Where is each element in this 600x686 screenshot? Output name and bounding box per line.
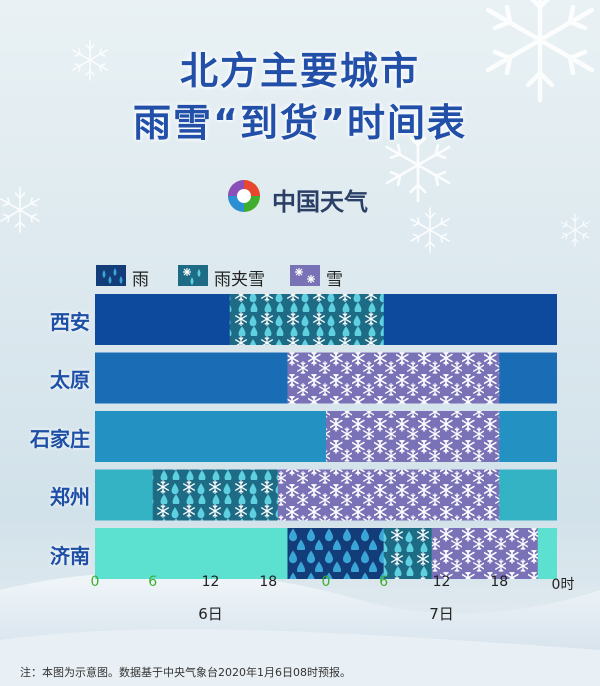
legend-label-sleet: 雨夹雪 [214, 270, 265, 290]
weather-logo: 中国天气 [222, 176, 382, 216]
segment-snow [431, 528, 538, 579]
sleet-swatch-icon [178, 265, 208, 286]
timeline-row [95, 411, 557, 462]
segment-snow [287, 352, 500, 404]
city-label: 西安 [50, 309, 90, 334]
segment-snow [277, 469, 500, 521]
date-label: 6日 [198, 605, 223, 623]
city-label: 郑州 [50, 485, 90, 509]
timeline-row [95, 352, 557, 404]
snow-ground-decoration [0, 571, 600, 686]
city-label: 太原 [50, 368, 90, 392]
timeline-row [95, 528, 557, 579]
timeline-row [95, 469, 557, 521]
snow-swatch-icon [290, 265, 320, 286]
city-label: 济南 [50, 543, 90, 568]
segment-snow [326, 411, 500, 462]
timeline-rows [95, 294, 557, 579]
x-tick-label: 0 [90, 574, 100, 590]
x-tick-label: 18 [490, 574, 509, 590]
legend-label-snow: 雪 [326, 270, 343, 290]
rain-swatch-icon [96, 265, 126, 286]
city-label: 石家庄 [30, 426, 90, 451]
date-label: 7日 [429, 605, 454, 623]
x-tick-label: 0 [321, 574, 331, 590]
x-tick-label: 18 [259, 574, 278, 590]
segment-sleet [229, 294, 384, 345]
chart-title-line-2: 雨雪“到货”时间表 [133, 101, 467, 145]
segment-sleet [152, 469, 278, 521]
timeline-row [95, 294, 557, 345]
x-tick-label: 12 [432, 574, 451, 590]
weather-logo-text: 中国天气 [272, 188, 368, 216]
footer-note: 注：本图为示意图。数据基于中央气象台2020年1月6日08时预报。 [20, 666, 351, 679]
x-tick-label: 0时 [551, 577, 575, 593]
x-tick-label: 6 [148, 574, 158, 590]
segment-sleet [383, 528, 432, 579]
x-tick-label: 6 [379, 574, 389, 590]
segment-rain [287, 528, 384, 579]
legend-label-rain: 雨 [132, 270, 149, 290]
chart-title-line-1: 北方主要城市 [179, 49, 420, 93]
x-tick-label: 12 [201, 574, 220, 590]
weather-logo-icon [228, 180, 260, 212]
